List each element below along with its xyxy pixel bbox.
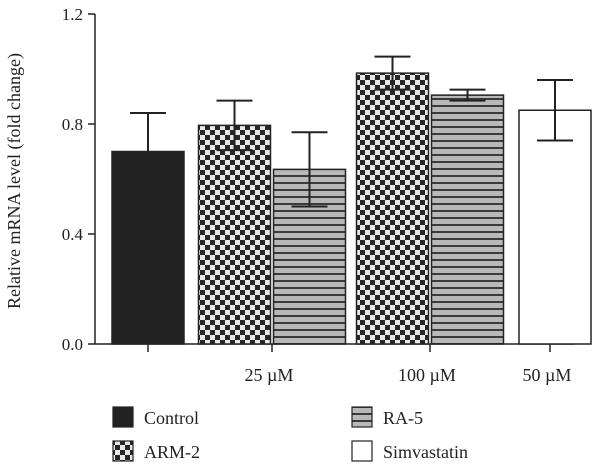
legend-label: RA-5: [383, 408, 423, 428]
legend-label: Control: [144, 408, 199, 428]
legend-swatch: [351, 440, 373, 462]
y-tick-label: 1.2: [62, 5, 83, 24]
bar-ra-5: [430, 94, 505, 345]
y-axis-label: Relative mRNA level (fold change): [4, 53, 25, 309]
legend: Control ARM-2 RA-5 Simvastatin: [112, 406, 468, 462]
x-group-label: 100 µM: [398, 365, 456, 385]
bar-simvastatin: [518, 109, 592, 345]
legend-label: ARM-2: [144, 442, 200, 462]
bar-arm-2: [197, 124, 272, 345]
legend-swatch: [112, 406, 134, 428]
y-tick-label: 0.4: [62, 225, 84, 244]
x-group-label: 50 µM: [523, 365, 572, 385]
legend-label: Simvastatin: [383, 442, 468, 462]
legend-swatch: [351, 406, 373, 428]
bar-arm-2: [355, 72, 430, 345]
y-tick-label: 0.8: [62, 115, 83, 134]
y-tick-label: 0.0: [62, 335, 83, 354]
legend-swatch: [112, 440, 134, 462]
x-group-label: 25 µM: [245, 365, 294, 385]
error-bars-layer: [130, 55, 573, 208]
bars-layer: [111, 72, 592, 345]
